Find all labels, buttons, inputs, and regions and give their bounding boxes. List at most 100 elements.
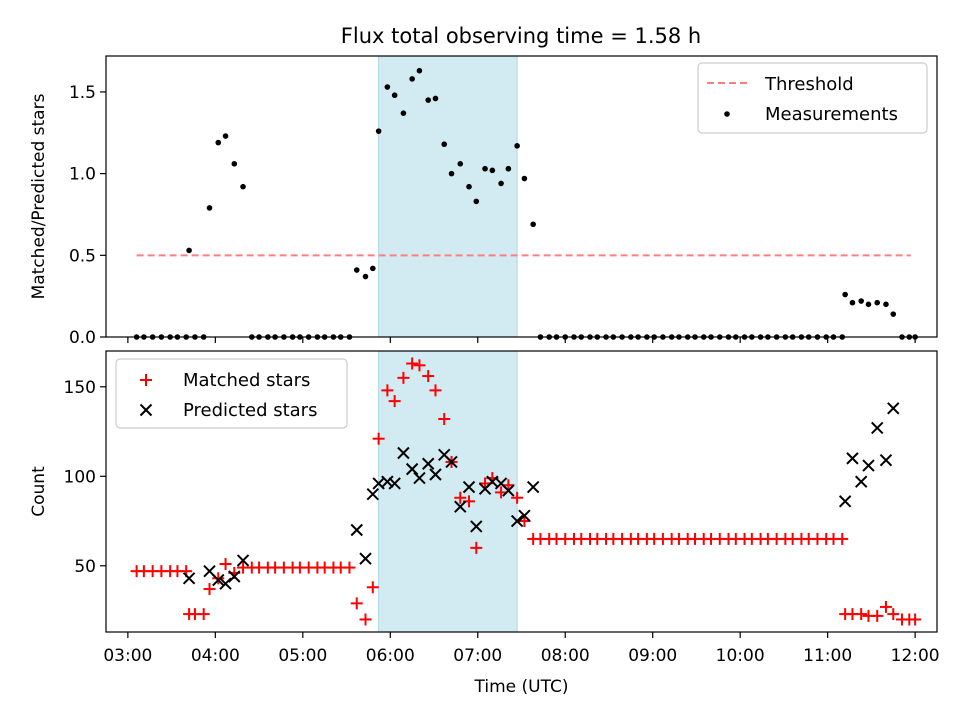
matched-star-point [381,384,394,397]
measurement-point [186,247,192,254]
measurement-point [530,221,536,228]
matched-star-point [203,583,216,596]
bot-ytick-label: 150 [64,378,96,398]
measurement-point [874,299,881,306]
legend-threshold-label: Threshold [764,74,854,95]
legend-predicted-marker [139,403,153,417]
predicted-star-point [421,457,435,470]
matched-star-point [855,608,868,621]
bottom-axes-frame [105,350,938,633]
measurement-point [409,76,415,82]
predicted-star-point [388,477,401,490]
x-axis-label: Time (UTC) [474,677,569,697]
predicted-star-point [510,514,524,528]
measurement-point [384,84,391,90]
predicted-star-point [381,475,394,488]
matched-stars-points [130,357,922,626]
legend-predicted-label: Predicted stars [183,400,317,421]
top-ytick-label: 0.5 [69,246,96,266]
measurement-point [231,161,238,167]
measurement-point [391,92,398,99]
matched-star-point [511,491,524,504]
matched-star-point [343,561,356,574]
matched-star-point [422,370,435,383]
bottom-y-axis-label: Count [29,466,49,517]
xtick-label: 05:00 [278,646,327,666]
predicted-star-point [854,475,868,488]
measurement-point [400,110,407,116]
matched-star-point [495,486,508,499]
top-legend-box [697,62,928,134]
matched-star-point [887,608,900,621]
xtick-label: 06:00 [366,646,415,666]
predicted-star-point [236,554,250,567]
measurement-point [514,143,520,149]
measurement-point [206,205,213,211]
measurement-point [416,67,423,74]
matched-star-point [438,413,451,426]
legend-matched-label: Matched stars [183,370,310,391]
measurement-point [441,141,448,148]
xtick-label: 11:00 [803,646,852,666]
predicted-star-point [502,484,515,497]
matched-star-point [429,384,442,397]
matched-star-point [454,491,467,504]
predicted-star-point [405,462,419,476]
predicted-star-point [871,421,884,435]
predicted-star-point [359,552,372,565]
measurement-point [865,301,872,308]
observing-window-shade-bottom [378,350,518,633]
predicted-star-point [366,487,380,501]
predicted-star-point [350,523,363,537]
legend-matched-marker [140,374,152,386]
predicted-star-point [862,459,875,472]
xtick-label: 03:00 [103,646,152,666]
matched-star-point [413,359,426,372]
measurement-point [369,265,376,272]
measurement-point [222,133,229,139]
measurement-point [375,128,382,134]
measurement-point [489,167,496,174]
measurement-point [482,165,488,172]
matched-star-point [350,597,363,610]
matched-star-point [212,572,225,585]
predicted-star-point [228,570,241,583]
measurement-point [521,175,528,182]
matched-star-point [871,609,884,622]
predicted-star-point [838,495,852,508]
measurement-point [466,183,472,190]
measurement-point [362,273,369,280]
measurement-point [498,180,504,187]
matched-star-point [879,600,892,613]
xtick-label: 04:00 [191,646,240,666]
predicted-star-point [462,480,476,494]
top-panel: 0.0 0.5 1.0 1.5 Matched/Predicted stars Thr… [29,55,938,348]
predicted-star-point [212,573,225,587]
measurement-point [842,291,848,298]
predicted-star-point [470,520,483,533]
measurement-point [432,95,439,102]
measurement-point [505,165,512,172]
matched-star-point [219,557,232,570]
matched-star-point [470,541,483,554]
matched-star-point [372,432,385,445]
predicted-star-point [454,500,467,513]
bot-ytick-label: 50 [74,557,96,577]
matched-star-point [388,395,401,408]
matched-star-point [197,608,210,621]
predicted-stars-points [182,402,900,590]
predicted-star-point [445,455,458,469]
predicted-star-point [846,452,859,465]
top-ytick-label: 1.0 [69,165,96,185]
top-legend: Threshold Measurements [697,62,928,134]
top-ytick-label: 0.0 [69,328,96,348]
xtick-label: 07:00 [453,646,502,666]
measurement-point [883,301,889,308]
legend-measurements-label: Measurements [765,104,898,125]
matched-star-point [406,357,419,370]
top-y-axis-label: Matched/Predicted stars [29,93,49,299]
measurement-point [849,299,856,306]
top-axes-frame [105,55,938,338]
measurement-point [457,161,464,167]
